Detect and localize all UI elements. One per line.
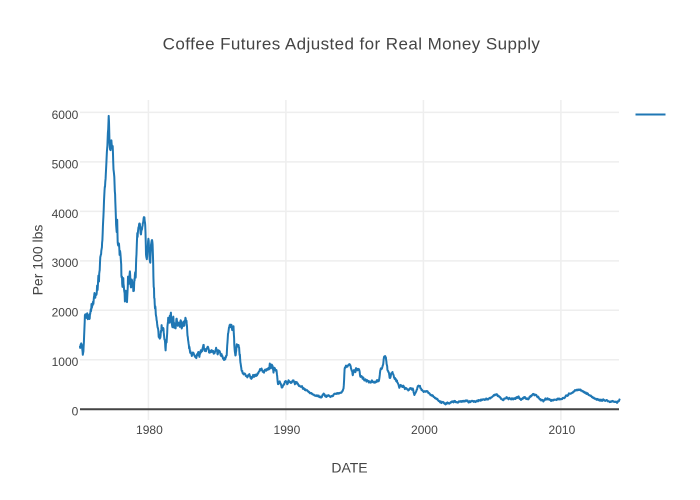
svg-text:Per 100 lbs: Per 100 lbs [29,225,45,296]
svg-text:4000: 4000 [52,207,79,221]
svg-text:2000: 2000 [52,306,79,320]
svg-text:2000: 2000 [411,423,438,437]
svg-text:1980: 1980 [136,423,163,437]
svg-text:2010: 2010 [549,423,576,437]
svg-text:6000: 6000 [52,108,79,122]
svg-text:1000: 1000 [52,355,79,369]
svg-text:Coffee Futures Adjusted for Re: Coffee Futures Adjusted for Real Money S… [163,34,541,53]
svg-text:3000: 3000 [52,256,79,270]
svg-text:5000: 5000 [52,157,79,171]
svg-text:DATE: DATE [331,460,367,476]
svg-text:1990: 1990 [274,423,301,437]
svg-text:0: 0 [72,405,79,419]
